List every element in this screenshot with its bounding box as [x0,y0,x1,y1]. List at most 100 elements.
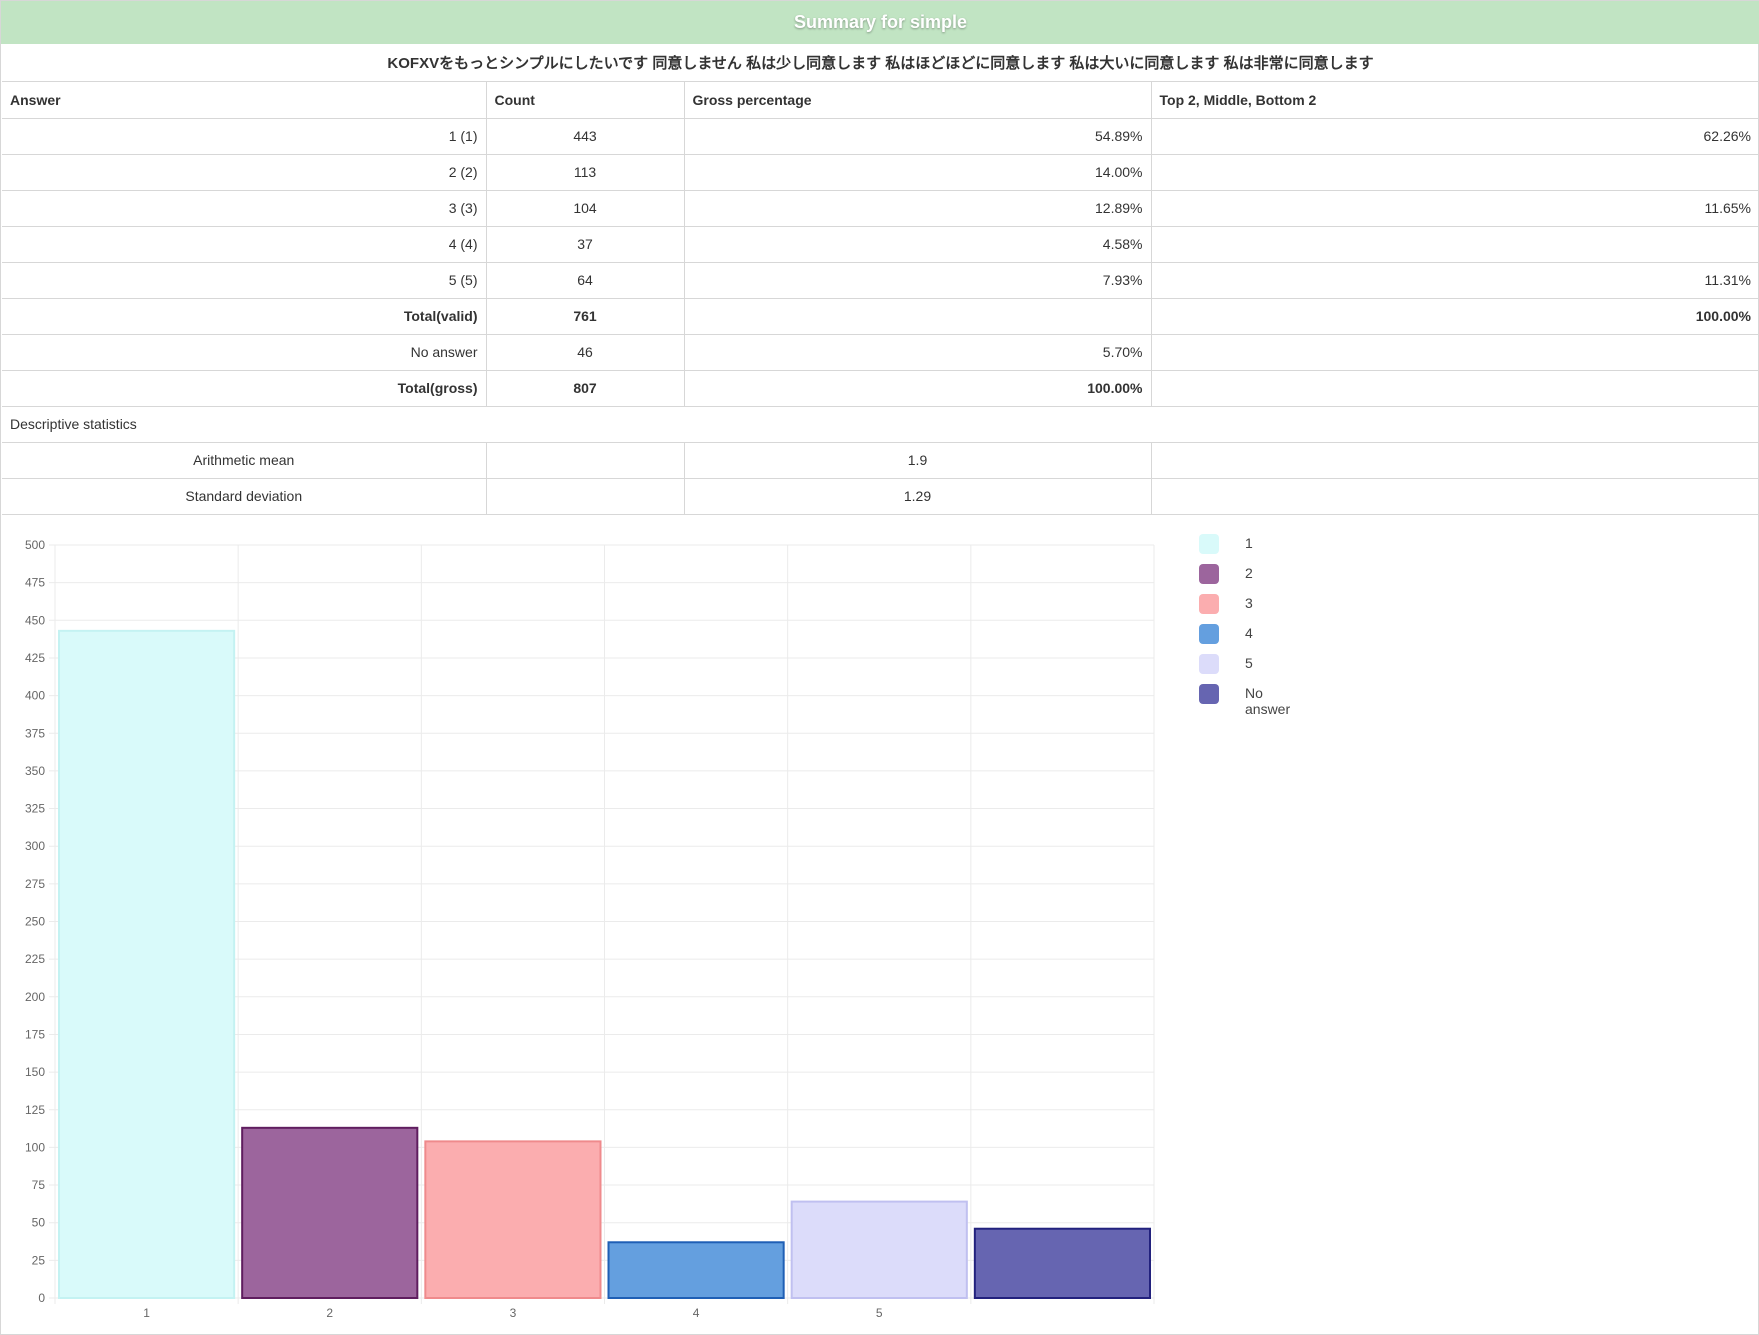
answer-cell: 5 (5) [2,262,487,299]
y-tick-label: 0 [38,1291,45,1305]
arithmetic-mean-row: Arithmetic mean 1.9 [2,442,1759,479]
legend-label: 2 [1245,565,1253,581]
gross-percentage-cell: 7.93% [684,262,1152,299]
table-row: 3 (3) 104 12.89% 11.65% [2,190,1759,227]
standard-deviation-value: 1.29 [684,478,1152,515]
y-tick-label: 275 [25,877,45,891]
no-answer-top [1151,334,1759,371]
legend-swatch [1199,594,1219,614]
legend-label: No answer [1245,685,1291,717]
summary-header: Summary for simple [1,1,1759,44]
column-header-gross-percentage: Gross percentage [684,82,1152,119]
x-tick-label: 5 [876,1306,883,1320]
y-tick-label: 175 [25,1027,45,1041]
table-row: 5 (5) 64 7.93% 11.31% [2,262,1759,299]
bar-chart: 0255075100125150175200225250275300325350… [25,538,1155,1320]
bar [241,1126,419,1300]
answer-cell: 2 (2) [2,154,487,191]
total-valid-top: 100.00% [1151,298,1759,335]
y-tick-label: 500 [25,538,45,552]
legend-swatch [1199,654,1219,674]
y-tick-label: 350 [25,764,45,778]
y-tick-label: 450 [25,613,45,627]
answer-cell: 3 (3) [2,190,487,227]
empty-cell [1151,442,1759,479]
legend-swatch [1199,564,1219,584]
total-gross-top [1151,370,1759,407]
no-answer-label: No answer [2,334,487,371]
top-middle-bottom-cell: 11.31% [1151,262,1759,299]
total-gross-count: 807 [486,370,685,407]
count-cell: 104 [486,190,685,227]
descriptive-statistics-row: Descriptive statistics [2,406,1759,443]
summary-title: Summary for simple [793,12,968,32]
x-tick-label: 2 [326,1306,333,1320]
total-gross-label: Total(gross) [2,370,487,407]
table-header-row: Answer Count Gross percentage Top 2, Mid… [2,82,1759,119]
empty-cell [1151,478,1759,515]
empty-cell [486,442,685,479]
y-tick-label: 400 [25,689,45,703]
count-cell: 64 [486,262,685,299]
y-tick-label: 50 [32,1216,46,1230]
legend-label: 4 [1245,625,1253,641]
column-header-top-middle-bottom: Top 2, Middle, Bottom 2 [1151,82,1759,119]
standard-deviation-row: Standard deviation 1.29 [2,478,1759,515]
top-middle-bottom-cell: 62.26% [1151,118,1759,155]
y-tick-label: 75 [32,1178,46,1192]
no-answer-row: No answer 46 5.70% [2,334,1759,371]
arithmetic-mean-value: 1.9 [684,442,1152,479]
bar [607,1241,785,1300]
total-gross-gross: 100.00% [684,370,1152,407]
no-answer-gross: 5.70% [684,334,1152,371]
y-tick-label: 475 [25,576,45,590]
bar [424,1140,602,1299]
bar [58,629,236,1300]
y-tick-label: 250 [25,915,45,929]
y-tick-label: 125 [25,1103,45,1117]
gross-percentage-cell: 54.89% [684,118,1152,155]
summary-table: Answer Count Gross percentage Top 2, Mid… [2,82,1759,515]
top-middle-bottom-cell: 11.65% [1151,190,1759,227]
total-valid-label: Total(valid) [2,298,487,335]
x-tick-label: 3 [510,1306,517,1320]
y-tick-label: 150 [25,1065,45,1079]
descriptive-statistics-label: Descriptive statistics [2,406,1759,443]
y-tick-label: 325 [25,802,45,816]
total-valid-count: 761 [486,298,685,335]
gross-percentage-cell: 14.00% [684,154,1152,191]
table-row: 2 (2) 113 14.00% [2,154,1759,191]
count-cell: 443 [486,118,685,155]
total-gross-row: Total(gross) 807 100.00% [2,370,1759,407]
legend-swatch [1199,534,1219,554]
legend-swatch [1199,684,1219,704]
y-tick-label: 25 [32,1253,46,1267]
y-tick-label: 300 [25,839,45,853]
answer-cell: 1 (1) [2,118,487,155]
x-tick-label: 1 [143,1306,150,1320]
total-valid-gross [684,298,1152,335]
y-tick-label: 375 [25,726,45,740]
table-row: 1 (1) 443 54.89% 62.26% [2,118,1759,155]
legend-swatch [1199,624,1219,644]
legend-label: 5 [1245,655,1253,671]
bar [973,1227,1151,1299]
answer-cell: 4 (4) [2,226,487,263]
arithmetic-mean-label: Arithmetic mean [2,442,487,479]
y-tick-label: 200 [25,990,45,1004]
legend-label: 1 [1245,535,1253,551]
standard-deviation-label: Standard deviation [2,478,487,515]
question-text: KOFXVをもっとシンプルにしたいです 同意しません 私は少し同意します 私はほ… [2,44,1759,82]
column-header-answer: Answer [2,82,487,119]
column-header-count: Count [486,82,685,119]
count-cell: 37 [486,226,685,263]
gross-percentage-cell: 12.89% [684,190,1152,227]
top-middle-bottom-cell [1151,226,1759,263]
y-tick-label: 425 [25,651,45,665]
x-tick-label: 4 [693,1306,700,1320]
no-answer-count: 46 [486,334,685,371]
gross-percentage-cell: 4.58% [684,226,1152,263]
y-tick-label: 100 [25,1140,45,1154]
empty-cell [486,478,685,515]
